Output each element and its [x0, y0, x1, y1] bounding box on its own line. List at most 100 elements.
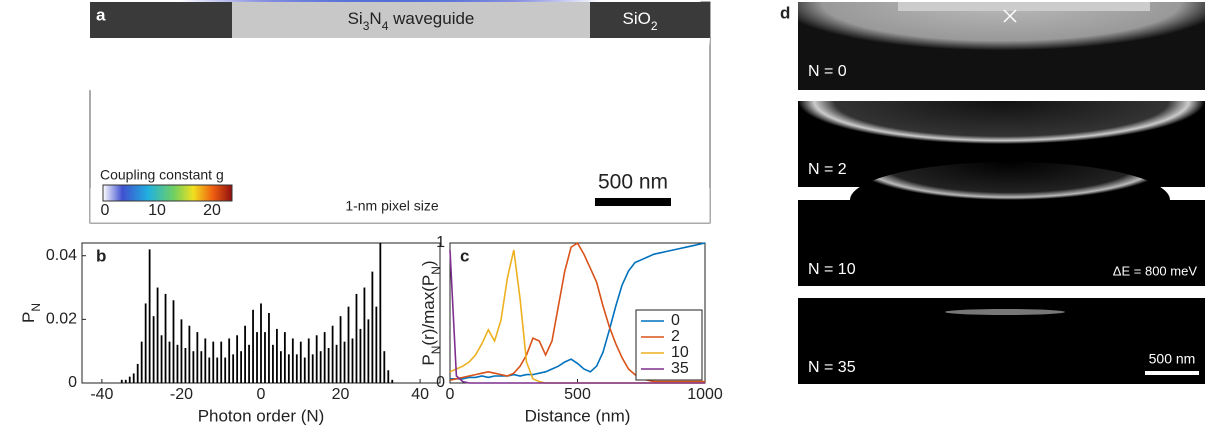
subscript: N	[29, 303, 43, 312]
bar	[156, 287, 159, 383]
subscript: N	[429, 266, 443, 275]
bar	[160, 335, 163, 383]
bar	[276, 328, 278, 383]
energy-label: ΔE = 800 meV	[1113, 263, 1198, 278]
bar	[200, 351, 203, 383]
bar	[148, 249, 151, 383]
waveguide	[898, 2, 1150, 11]
bar	[264, 332, 266, 383]
text-part: N	[369, 9, 381, 28]
bar	[260, 303, 262, 383]
text-part: SiO	[622, 9, 650, 28]
x-tick-label: -20	[170, 386, 193, 403]
bar	[303, 357, 306, 383]
bar	[180, 319, 183, 383]
bar	[192, 351, 195, 383]
line	[449, 249, 705, 384]
panel-label: b	[96, 246, 106, 265]
bar	[204, 338, 207, 383]
panel-label: d	[780, 3, 790, 22]
text-part: P	[419, 354, 438, 365]
bar	[176, 344, 179, 383]
colorbar-tick: 20	[203, 202, 221, 219]
x-tick-label: 0	[446, 386, 455, 403]
bar	[128, 376, 131, 383]
x-axis-label: Photon order (N)	[198, 406, 325, 425]
subscript: N	[429, 346, 443, 355]
bar	[144, 303, 147, 383]
marker	[1003, 9, 1017, 23]
x-tick-label: -40	[90, 386, 113, 403]
y-tick-label: 1	[436, 234, 445, 251]
bar	[327, 348, 330, 383]
legend-label: 10	[671, 344, 689, 361]
bar	[256, 332, 258, 383]
colorbar-title: Coupling constant g	[100, 167, 224, 183]
bar	[335, 344, 338, 383]
bar	[208, 357, 211, 383]
bar	[347, 306, 350, 383]
bar	[140, 341, 143, 383]
bar	[367, 319, 370, 383]
bar	[152, 316, 155, 383]
bar	[136, 363, 139, 383]
frame-glow	[945, 309, 1065, 315]
bar	[236, 335, 239, 383]
cladding-label: SiO2	[622, 9, 657, 33]
colorbar-tick: 10	[148, 202, 166, 219]
bar	[375, 306, 378, 383]
bar	[283, 332, 286, 383]
bar	[355, 293, 358, 383]
bar	[299, 341, 302, 383]
bar	[339, 316, 342, 383]
frame-glow	[850, 162, 1170, 238]
bar	[228, 338, 231, 383]
bar	[232, 354, 235, 383]
bar	[287, 354, 290, 383]
bar	[272, 344, 274, 383]
bar	[244, 325, 246, 383]
text-part: )	[419, 260, 438, 266]
bar	[379, 243, 382, 383]
subscript: 2	[651, 19, 658, 33]
pixel-note: 1-nm pixel size	[345, 198, 439, 214]
scale-bar-label: 500 nm	[1149, 351, 1196, 367]
text-part: Si	[348, 9, 363, 28]
bar	[252, 309, 254, 383]
line	[450, 242, 706, 380]
y-tick-label: 0	[436, 374, 445, 391]
waveguide-label: Si3N4 waveguide	[348, 9, 475, 33]
text-part: (r)/max(P	[419, 275, 438, 346]
y-tick-label: 0.02	[46, 311, 77, 328]
bar	[363, 287, 366, 383]
bar	[240, 351, 243, 383]
bar	[188, 325, 191, 383]
subscript: 3	[363, 19, 370, 33]
bar	[311, 354, 314, 383]
bar	[279, 351, 282, 383]
bar	[383, 351, 386, 383]
frame-label: N = 2	[808, 161, 847, 178]
legend-label: 35	[671, 360, 689, 377]
y-tick-label: 0.04	[46, 247, 77, 264]
y-axis-label: PN	[19, 303, 43, 323]
colorbar-tick: 0	[101, 202, 110, 219]
x-tick-label: 500	[564, 386, 591, 403]
frame-label: N = 0	[808, 63, 847, 80]
mode-map	[70, 0, 710, 188]
bar	[291, 338, 294, 383]
bar	[196, 332, 199, 383]
scale-bar	[1145, 371, 1199, 375]
bar	[248, 344, 250, 383]
bar	[120, 379, 123, 383]
bar	[132, 373, 135, 383]
panel-label: c	[460, 246, 469, 265]
y-tick-label: 0	[68, 374, 77, 391]
subscript: 4	[382, 19, 389, 33]
bar	[295, 354, 298, 383]
bar	[319, 351, 322, 383]
bar	[371, 271, 374, 383]
text-part: waveguide	[388, 9, 474, 28]
bar	[220, 341, 223, 383]
bar	[359, 328, 362, 383]
